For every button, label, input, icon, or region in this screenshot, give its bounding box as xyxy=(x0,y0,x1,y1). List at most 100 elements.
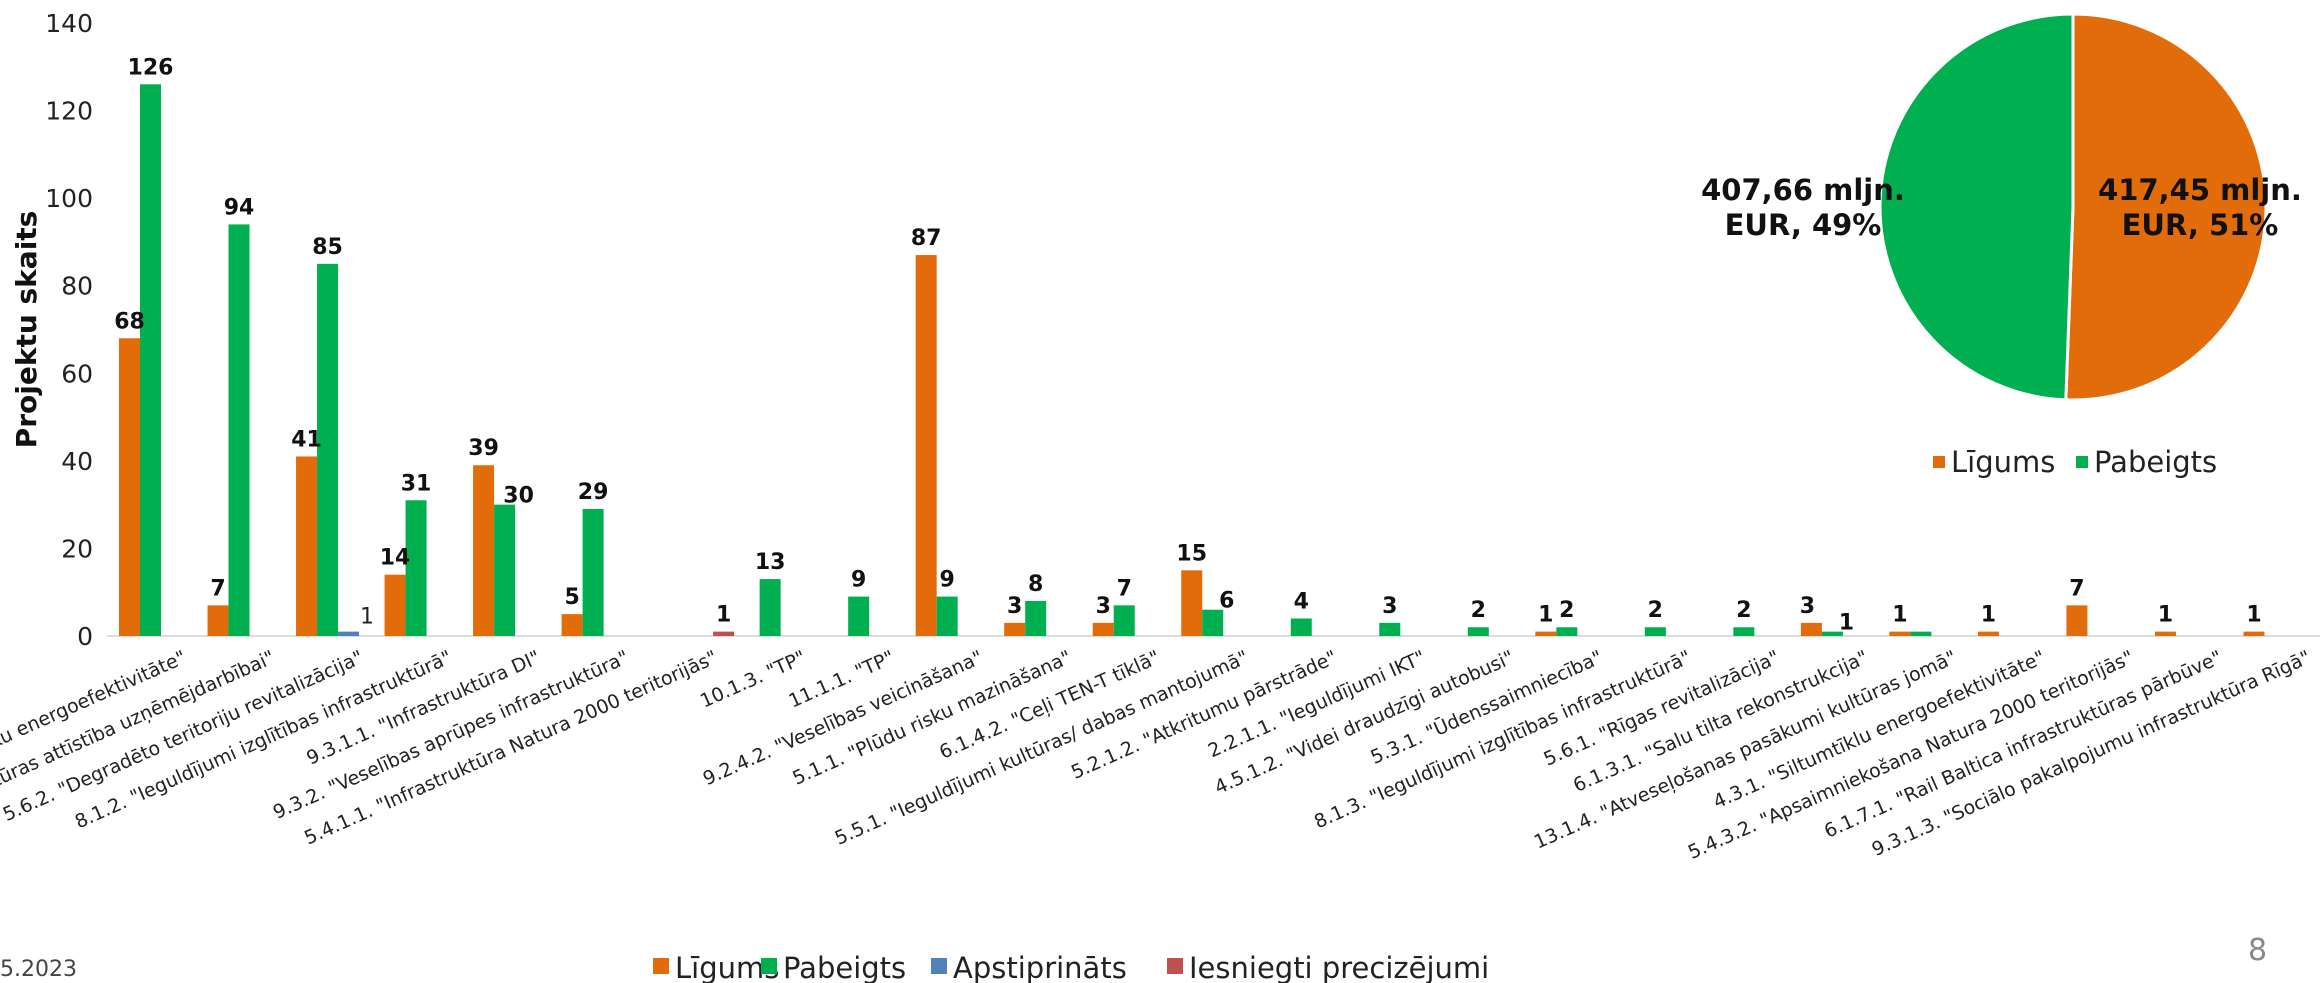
bar-līgums xyxy=(2154,631,2176,636)
bar-data-label: 1 xyxy=(716,603,731,628)
bar-data-label: 2 xyxy=(1648,598,1663,623)
bar-data-label: 1 xyxy=(1892,603,1907,628)
bar-līgums xyxy=(119,338,140,636)
bar-pabeigts xyxy=(1202,609,1224,636)
bar-data-label: 1 xyxy=(360,605,374,630)
bar-data-label: 29 xyxy=(578,480,609,505)
footer-date: 5.2023 xyxy=(0,957,77,982)
bar-pabeigts xyxy=(1025,600,1047,636)
bar-pabeigts xyxy=(1113,605,1135,636)
y-tick-label: 0 xyxy=(77,622,93,651)
pie-data-label: 407,66 mljn. xyxy=(1701,173,1905,207)
bar-pabeigts xyxy=(140,84,161,637)
bar-data-label: 41 xyxy=(291,427,322,452)
bar-data-label: 13 xyxy=(755,550,786,575)
bar-data-label: 3 xyxy=(1096,594,1111,619)
legend-swatch xyxy=(653,958,669,974)
bar-pabeigts xyxy=(317,263,339,636)
bar-pabeigts xyxy=(1467,627,1489,636)
bar-chart-bars xyxy=(119,84,2265,637)
bar-līgums xyxy=(2066,605,2088,636)
bar-data-label: 30 xyxy=(503,484,534,509)
bar-data-label: 87 xyxy=(911,226,942,251)
pie-data-label: EUR, 51% xyxy=(2122,208,2279,242)
bar-data-label: 126 xyxy=(128,55,174,80)
bar-data-label: 2 xyxy=(1736,598,1751,623)
bar-data-label: 15 xyxy=(1176,541,1207,566)
bar-data-label: 1 xyxy=(1839,611,1854,636)
bar-pabeigts xyxy=(1644,627,1666,636)
legend-label: Apstiprināts xyxy=(953,951,1127,983)
bar-iesniegti-precizējumi xyxy=(713,631,735,636)
bar-līgums xyxy=(1800,622,1822,636)
bar-līgums xyxy=(915,255,937,637)
bar-data-label: 9 xyxy=(940,568,955,593)
bar-data-label: 14 xyxy=(380,546,411,571)
bar-data-label: 2 xyxy=(1559,598,1574,623)
bar-data-label: 3 xyxy=(1382,594,1397,619)
pie-slice-pabeigts xyxy=(1878,12,2075,402)
legend-label: Iesniegti precizējumi xyxy=(1189,951,1489,983)
bar-data-label: 39 xyxy=(468,436,499,461)
bar-pabeigts xyxy=(1821,631,1843,636)
bar-data-label: 1 xyxy=(1538,603,1553,628)
pie-legend-swatch xyxy=(1933,456,1945,468)
y-tick-label: 20 xyxy=(61,534,93,563)
bar-pabeigts xyxy=(494,504,516,636)
bar-data-label: 68 xyxy=(114,309,145,334)
bar-līgums xyxy=(1535,631,1557,636)
legend-label: Pabeigts xyxy=(783,951,906,983)
bar-līgums xyxy=(1092,622,1114,636)
bar-līgums xyxy=(384,574,406,636)
bar-data-label: 85 xyxy=(312,235,343,260)
bar-līgums xyxy=(561,614,583,636)
bar-pabeigts xyxy=(759,579,781,636)
bar-pabeigts xyxy=(405,500,427,636)
y-tick-label: 100 xyxy=(45,184,93,213)
bar-pabeigts xyxy=(1379,622,1401,636)
y-tick-label: 140 xyxy=(45,9,93,38)
bar-pabeigts xyxy=(1290,618,1312,636)
bar-chart-category-labels: 4.2.2. "Ēku energoefektivitāte"3.3.1. "I… xyxy=(0,645,2314,864)
bar-data-label: 3 xyxy=(1007,594,1022,619)
bar-pabeigts xyxy=(582,509,604,636)
pie-legend-label: Pabeigts xyxy=(2094,445,2217,479)
bar-data-label: 1 xyxy=(2246,603,2261,628)
pie-data-label: 417,45 mljn. xyxy=(2098,173,2302,207)
bar-data-label: 4 xyxy=(1294,589,1309,614)
bar-data-label: 7 xyxy=(2069,576,2084,601)
bar-pabeigts xyxy=(848,596,870,636)
legend-swatch xyxy=(931,958,947,974)
bar-data-label: 7 xyxy=(210,576,225,601)
bar-līgums xyxy=(473,465,495,636)
bar-pabeigts xyxy=(228,224,250,636)
pie-legend-label: Līgums xyxy=(1951,445,2055,479)
bar-līgums xyxy=(1889,631,1911,636)
bar-chart-legend: Līgums Pabeigts Apstiprināts Iesniegti prec… xyxy=(653,951,1489,983)
pie-legend-swatch xyxy=(2076,456,2088,468)
pie-data-label: EUR, 49% xyxy=(1725,208,1882,242)
bar-pabeigts xyxy=(1910,631,1932,636)
pie-slice-līgums xyxy=(2064,12,2268,402)
y-tick-label: 40 xyxy=(61,447,93,476)
bar-data-label: 94 xyxy=(224,195,255,220)
y-axis-label: Projektu skaits xyxy=(10,211,43,449)
pie-chart: 417,45 mljn.EUR, 51% 407,66 mljn.EUR, 49% xyxy=(1701,12,2302,402)
bar-data-label: 7 xyxy=(1117,576,1132,601)
bar-data-label: 1 xyxy=(1981,603,1996,628)
bar-data-label: 31 xyxy=(401,471,432,496)
bar-data-label: 3 xyxy=(1800,594,1815,619)
bar-līgums xyxy=(296,456,318,636)
y-tick-label: 120 xyxy=(45,97,93,126)
bar-apstiprināts xyxy=(338,631,360,636)
bar-data-label: 8 xyxy=(1028,572,1043,597)
bar-pabeigts xyxy=(1556,627,1578,636)
y-tick-label: 60 xyxy=(61,359,93,388)
bar-pabeigts xyxy=(1733,627,1755,636)
bar-līgums xyxy=(2243,631,2265,636)
page-number: 8 xyxy=(2248,933,2267,968)
bar-līgums xyxy=(1977,631,1999,636)
bar-data-label: 9 xyxy=(851,568,866,593)
